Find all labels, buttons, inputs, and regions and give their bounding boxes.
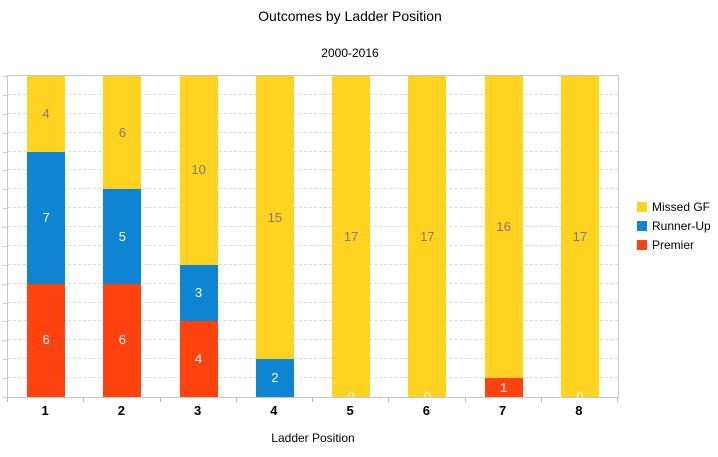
- bar-5-segment-missed-gf: [332, 76, 371, 397]
- gridline: [8, 150, 618, 152]
- segment-value-label: 6: [118, 332, 126, 348]
- segment-value-label: 5: [118, 228, 126, 244]
- zero-value-label: 0: [576, 389, 584, 398]
- segment-value-label: 6: [42, 332, 50, 348]
- x-axis-tick: [7, 398, 8, 402]
- bar-4-segment-missed-gf: [255, 76, 294, 360]
- gridline: [8, 244, 618, 246]
- gridline: [8, 131, 618, 133]
- segment-value-label: 17: [420, 228, 435, 244]
- gridline: [8, 320, 618, 322]
- segment-value-label: 2: [271, 370, 279, 386]
- segment-value-label: 7: [42, 209, 50, 225]
- legend-swatch-icon: [637, 239, 647, 250]
- bar-4-segment-runner-up: [255, 359, 294, 397]
- legend-item-premier: Premier: [637, 235, 711, 254]
- gridline: [8, 207, 618, 209]
- x-tick-label-1: 1: [41, 403, 49, 418]
- x-tick-label-3: 3: [194, 403, 202, 418]
- plot-area: 6 7 4 6 5 6 4 3 10 2 15 17 0 17 0 1 16 17 0: [7, 75, 619, 398]
- x-axis-tick: [236, 398, 237, 402]
- bar-3-segment-premier: [179, 321, 218, 397]
- zero-value-label: 0: [423, 389, 431, 398]
- bar-2-segment-premier: [103, 283, 142, 397]
- legend-label: Premier: [652, 237, 695, 252]
- gridline: [8, 358, 618, 360]
- segment-value-label: 16: [496, 219, 511, 235]
- chart-title: Outcomes by Ladder Position: [258, 8, 442, 24]
- segment-value-label: 6: [118, 124, 126, 140]
- bar-1-segment-missed-gf: [27, 76, 66, 152]
- bar-1-segment-runner-up: [27, 151, 66, 284]
- gridline: [8, 301, 618, 303]
- gridline: [8, 188, 618, 190]
- bar-3-segment-runner-up: [179, 264, 218, 322]
- bar-7-segment-missed-gf: [484, 76, 523, 379]
- bar-8-segment-missed-gf: [560, 76, 599, 397]
- x-axis-title: Ladder Position: [271, 431, 355, 445]
- x-tick-label-4: 4: [270, 403, 278, 418]
- legend-item-runner-up: Runner-Up: [637, 216, 711, 235]
- bar-3-segment-missed-gf: [179, 76, 218, 265]
- x-axis-tick: [312, 398, 313, 402]
- x-axis-tick: [541, 398, 542, 402]
- x-tick-label-5: 5: [346, 403, 354, 418]
- bar-2-segment-missed-gf: [103, 76, 142, 190]
- gridline: [8, 226, 618, 228]
- legend-label: Missed GF: [652, 199, 711, 214]
- x-tick-label-2: 2: [117, 403, 125, 418]
- bar-1-segment-premier: [27, 283, 66, 397]
- x-axis-tick: [465, 398, 466, 402]
- legend-item-missed-gf: Missed GF: [637, 197, 711, 216]
- bar-2-segment-runner-up: [103, 189, 142, 284]
- x-axis-tick: [160, 398, 161, 402]
- gridline: [8, 263, 618, 265]
- segment-value-label: 10: [191, 162, 206, 178]
- legend-swatch-icon: [637, 201, 647, 212]
- x-tick-label-7: 7: [499, 403, 507, 418]
- chart-subtitle: 2000-2016: [321, 46, 379, 60]
- gridline: [8, 112, 618, 114]
- segment-value-label: 15: [267, 209, 283, 225]
- x-tick-label-6: 6: [422, 403, 430, 418]
- segment-value-label: 17: [572, 228, 588, 244]
- segment-value-label: 4: [42, 105, 50, 121]
- x-axis-tick: [83, 398, 84, 402]
- legend-label: Runner-Up: [652, 218, 711, 233]
- segment-value-label: 1: [500, 379, 508, 395]
- x-axis-tick: [388, 398, 389, 402]
- gridline: [8, 282, 618, 284]
- legend: Missed GF Runner-Up Premier: [637, 197, 711, 254]
- gridline: [8, 339, 618, 341]
- segment-value-label: 17: [343, 228, 359, 244]
- gridline: [8, 169, 618, 171]
- legend-swatch-icon: [637, 220, 647, 231]
- bar-7-segment-premier: [484, 378, 523, 397]
- gridline: [8, 93, 618, 95]
- segment-value-label: 4: [195, 351, 203, 367]
- segment-value-label: 3: [195, 285, 203, 301]
- gridline: [8, 377, 618, 379]
- x-tick-label-8: 8: [575, 403, 583, 418]
- zero-value-label: 0: [347, 389, 355, 398]
- bar-6-segment-missed-gf: [408, 76, 447, 397]
- x-axis-tick: [617, 398, 618, 402]
